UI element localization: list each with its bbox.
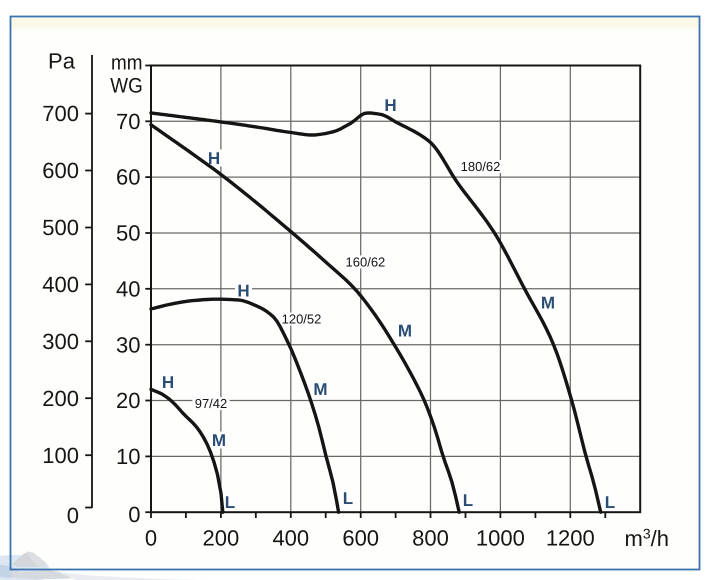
svg-text:0: 0 — [145, 525, 157, 550]
svg-text:M: M — [313, 380, 327, 399]
svg-text:WG: WG — [110, 75, 143, 98]
svg-text:Pa: Pa — [48, 48, 76, 73]
svg-text:40: 40 — [116, 276, 140, 301]
svg-text:400: 400 — [42, 272, 79, 297]
svg-text:97/42: 97/42 — [195, 396, 228, 411]
svg-text:600: 600 — [42, 158, 79, 183]
svg-text:M: M — [541, 294, 555, 313]
svg-text:100: 100 — [42, 443, 79, 468]
svg-text:10: 10 — [116, 444, 140, 469]
svg-text:H: H — [162, 373, 174, 392]
svg-text:600: 600 — [342, 525, 379, 550]
svg-text:L: L — [463, 491, 473, 510]
svg-text:400: 400 — [272, 525, 309, 550]
svg-text:0: 0 — [67, 503, 79, 528]
svg-text:L: L — [605, 493, 615, 512]
svg-text:800: 800 — [412, 525, 449, 550]
svg-text:1200: 1200 — [546, 525, 595, 550]
svg-text:30: 30 — [116, 332, 140, 357]
svg-text:160/62: 160/62 — [346, 254, 386, 269]
svg-text:mm: mm — [111, 52, 143, 75]
svg-text:M: M — [212, 431, 226, 450]
svg-text:500: 500 — [42, 215, 79, 240]
svg-text:120/52: 120/52 — [282, 311, 322, 326]
svg-text:60: 60 — [116, 165, 140, 190]
svg-text:H: H — [208, 149, 220, 168]
svg-text:L: L — [225, 493, 235, 512]
svg-text:H: H — [237, 282, 249, 301]
svg-text:H: H — [384, 96, 396, 115]
svg-text:300: 300 — [42, 329, 79, 354]
svg-text:70: 70 — [116, 109, 140, 134]
svg-text:50: 50 — [116, 221, 140, 246]
svg-text:700: 700 — [42, 101, 79, 126]
svg-text:M: M — [398, 322, 412, 341]
svg-text:200: 200 — [42, 386, 79, 411]
svg-text:0: 0 — [128, 502, 140, 527]
svg-text:L: L — [343, 489, 353, 508]
svg-text:200: 200 — [203, 525, 240, 550]
svg-text:20: 20 — [116, 388, 140, 413]
svg-text:1000: 1000 — [476, 525, 525, 550]
svg-text:180/62: 180/62 — [461, 159, 501, 174]
